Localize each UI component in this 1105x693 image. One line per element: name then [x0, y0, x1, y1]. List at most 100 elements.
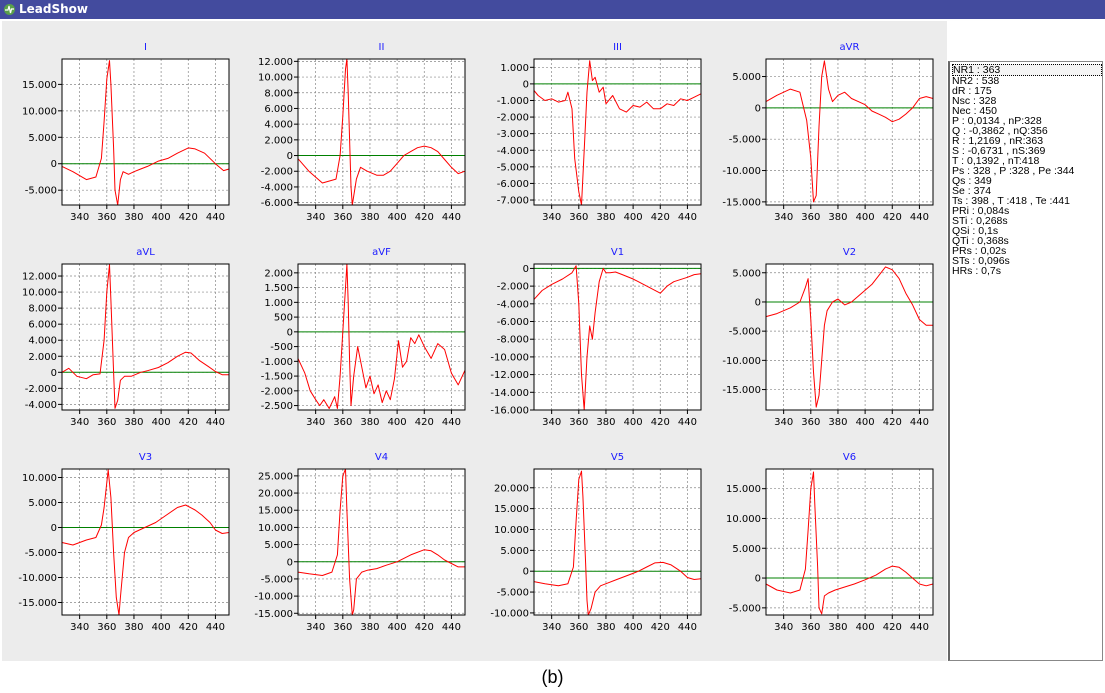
info-line[interactable]: QTi : 0,368s — [952, 235, 1009, 247]
x-tick-label: 380 — [124, 622, 143, 633]
lead-title: V6 — [843, 452, 856, 463]
lead-title: aVL — [136, 247, 155, 258]
info-list[interactable]: NR1 : 363 NR2 : 538 dR : 175 Nsc : 328 Nec :… — [950, 62, 1102, 276]
info-line[interactable]: PRi : 0,084s — [952, 205, 1010, 217]
y-tick-label: -4.000 — [497, 146, 529, 157]
y-tick-label: -5.000 — [261, 574, 293, 585]
x-tick-label: 400 — [856, 212, 875, 223]
plot-frame — [765, 263, 934, 411]
info-line[interactable]: Nsc : 328 — [952, 95, 997, 107]
y-tick-label: -10.000 — [490, 352, 529, 363]
x-tick-label: 340 — [306, 417, 325, 428]
x-tick-label: 340 — [306, 622, 325, 633]
info-line[interactable]: P : 0,0134 , nP:328 — [952, 115, 1042, 127]
y-tick-label: -5.000 — [497, 162, 529, 173]
y-tick-label: -5.000 — [729, 135, 761, 146]
y-tick-label: -5.000 — [729, 327, 761, 338]
y-tick-label: 12.000 — [22, 272, 57, 283]
x-tick-label: 340 — [774, 417, 793, 428]
plot-frame — [61, 58, 230, 206]
ecg-trace — [533, 470, 702, 616]
x-tick-label: 340 — [70, 417, 89, 428]
info-line[interactable]: T : 0,1392 , nT:418 — [952, 155, 1040, 167]
y-tick-label: 10.000 — [258, 523, 293, 534]
info-line[interactable]: R : 1,2169 , nR:363 — [952, 135, 1044, 147]
x-tick-label: 420 — [179, 212, 198, 223]
y-tick-label: 10.000 — [22, 288, 57, 299]
y-tick-label: 0 — [523, 567, 529, 578]
lead-title: V5 — [611, 452, 624, 463]
y-tick-label: -5.000 — [497, 588, 529, 599]
y-tick-label: 4.000 — [28, 336, 57, 347]
y-tick-label: -5.000 — [729, 603, 761, 614]
info-line[interactable]: STs : 0,096s — [952, 255, 1010, 267]
plot-frame — [61, 263, 230, 411]
info-line[interactable]: Nec : 450 — [952, 105, 997, 117]
info-line[interactable]: NR2 : 538 — [952, 75, 1000, 87]
info-line[interactable]: dR : 175 — [952, 85, 992, 97]
info-line[interactable]: NR1 : 363 — [952, 64, 1102, 76]
ecg-trace — [297, 58, 466, 206]
plot-area — [766, 469, 933, 615]
info-panel[interactable]: NR1 : 363 NR2 : 538 dR : 175 Nsc : 328 Nec :… — [948, 61, 1103, 661]
x-tick-label: 360 — [569, 622, 588, 633]
lead-title: V4 — [375, 452, 388, 463]
lead-title: II — [379, 42, 385, 53]
x-tick-label: 380 — [596, 212, 615, 223]
x-tick-label: 420 — [883, 212, 902, 223]
x-tick-label: 440 — [206, 622, 225, 633]
lead-chart: V1 340 360 380 400 420 440 0 -2.000 -4.000 -6.000 -… — [490, 247, 702, 428]
plot-frame — [765, 58, 934, 206]
y-tick-label: 500 — [274, 313, 293, 324]
info-line[interactable]: PRs : 0,02s — [952, 245, 1007, 257]
info-line[interactable]: Ts : 398 , T :418 , Te :441 — [952, 195, 1070, 207]
y-tick-label: -3.000 — [497, 129, 529, 140]
ecg-trace — [61, 264, 229, 409]
lead-chart: V3 340 360 380 400 420 440 10.000 5.000 0 -5.000 -1… — [18, 452, 230, 633]
plot-frame — [297, 468, 466, 616]
ecg-trace — [297, 263, 466, 409]
info-line[interactable]: QSi : 0,1s — [952, 225, 999, 237]
ecg-trace — [61, 60, 230, 206]
plot-frame — [297, 58, 466, 206]
x-tick-label: 400 — [388, 417, 407, 428]
y-tick-label: 8.000 — [28, 304, 57, 315]
ecg-trace — [533, 265, 702, 411]
y-tick-label: -12.000 — [490, 370, 529, 381]
info-line[interactable]: STi : 0,268s — [952, 215, 1008, 227]
x-tick-label: 380 — [828, 417, 847, 428]
plot-frame — [533, 263, 702, 411]
y-tick-label: -1.500 — [261, 372, 293, 383]
info-line[interactable]: Se : 374 — [952, 185, 992, 197]
y-tick-label: -10.000 — [18, 573, 57, 584]
ecg-trace — [765, 60, 934, 203]
y-tick-label: -1.000 — [497, 96, 529, 107]
info-line[interactable]: Ps : 328 , P :328 , Pe :344 — [952, 165, 1075, 177]
plot-area — [298, 469, 465, 615]
info-line[interactable]: Q : -0,3862 , nQ:356 — [952, 125, 1048, 137]
y-tick-label: 5.000 — [264, 540, 293, 551]
x-tick-label: 440 — [442, 417, 461, 428]
x-tick-label: 340 — [774, 622, 793, 633]
y-tick-label: -2.000 — [261, 167, 293, 178]
x-tick-label: 440 — [678, 417, 697, 428]
info-line[interactable]: S : -0,6731 , nS:369 — [952, 145, 1046, 157]
x-tick-label: 400 — [388, 212, 407, 223]
lead-title: aVR — [840, 42, 860, 53]
plot-frame — [297, 263, 466, 411]
x-tick-label: 340 — [542, 622, 561, 633]
x-tick-label: 360 — [97, 212, 116, 223]
x-tick-label: 420 — [651, 417, 670, 428]
y-tick-label: -15.000 — [254, 609, 293, 620]
x-tick-label: 440 — [442, 622, 461, 633]
x-tick-label: 360 — [801, 622, 820, 633]
x-tick-label: 340 — [542, 417, 561, 428]
x-tick-label: 340 — [70, 212, 89, 223]
title-bar: LeadShow — [0, 0, 1105, 19]
y-tick-label: -4.000 — [25, 400, 57, 411]
plot-area — [766, 59, 933, 205]
info-line[interactable]: Qs : 349 — [952, 175, 992, 187]
x-tick-label: 380 — [596, 417, 615, 428]
info-line[interactable]: HRs : 0,7s — [952, 265, 1002, 277]
plot-area — [766, 264, 933, 410]
